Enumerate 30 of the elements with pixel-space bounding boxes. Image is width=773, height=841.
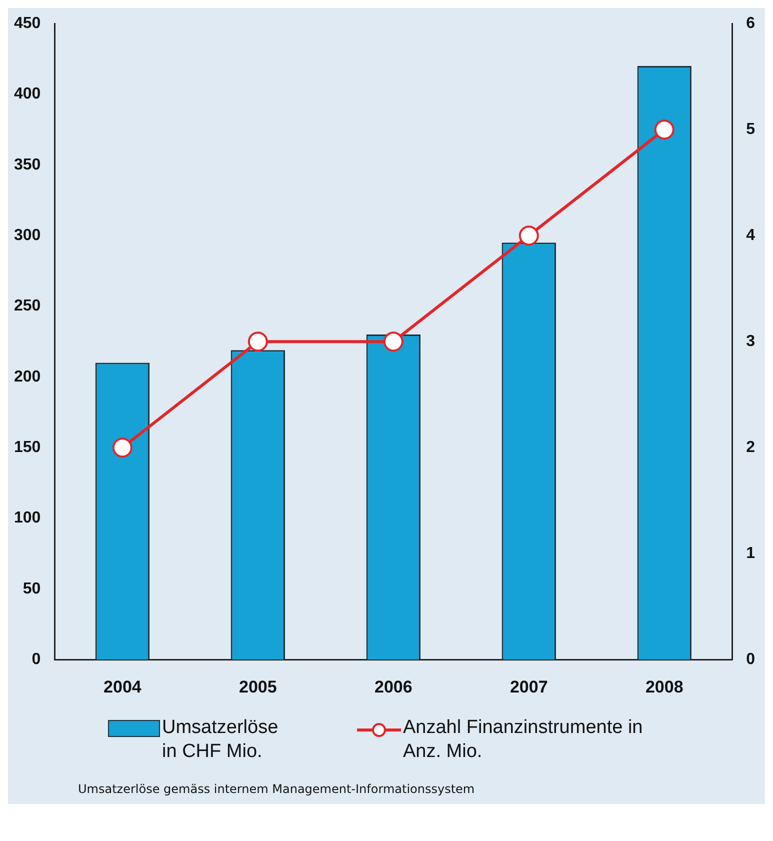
legend-label: Anzahl Finanzinstrumente in Anz. Mio.	[403, 716, 644, 764]
y-tick-label: 150	[14, 439, 41, 456]
x-tick-label: 2005	[239, 677, 277, 696]
y2-tick-label: 0	[746, 651, 756, 668]
point	[654, 120, 674, 140]
x-tick-label: 2006	[374, 677, 412, 696]
y-tick-label: 200	[14, 368, 41, 386]
y-tick-label: 350	[14, 156, 41, 174]
x-tick-label: 2008	[645, 677, 684, 696]
y-tick-label: 100	[14, 510, 41, 527]
y-tick-label: 400	[14, 86, 41, 103]
y2-tick-label: 3	[746, 333, 756, 350]
text: Umsatzerlöse gemäss internem Management-Informationssystem	[77, 781, 476, 798]
y-tick-label: 450	[14, 15, 41, 32]
y2-tick-label: 5	[746, 121, 756, 138]
point	[248, 332, 268, 352]
y-tick-label: 50	[22, 580, 41, 598]
point	[383, 332, 404, 352]
y2-tick-label: 2	[746, 439, 756, 456]
legend-label: Umsatzerlöse in CHF Mio.	[162, 716, 280, 764]
y2-tick-label: 1	[746, 545, 756, 562]
y2-tick-label: 6	[746, 15, 756, 32]
point	[518, 226, 539, 246]
y-tick-label: 250	[14, 298, 41, 315]
y-tick-label: 0	[32, 651, 41, 668]
y2-tick-label: 4	[746, 227, 756, 244]
x-tick-label: 2004	[104, 677, 142, 696]
x-tick-label: 2007	[510, 677, 548, 696]
y-tick-label: 300	[14, 227, 41, 244]
point	[112, 438, 132, 458]
